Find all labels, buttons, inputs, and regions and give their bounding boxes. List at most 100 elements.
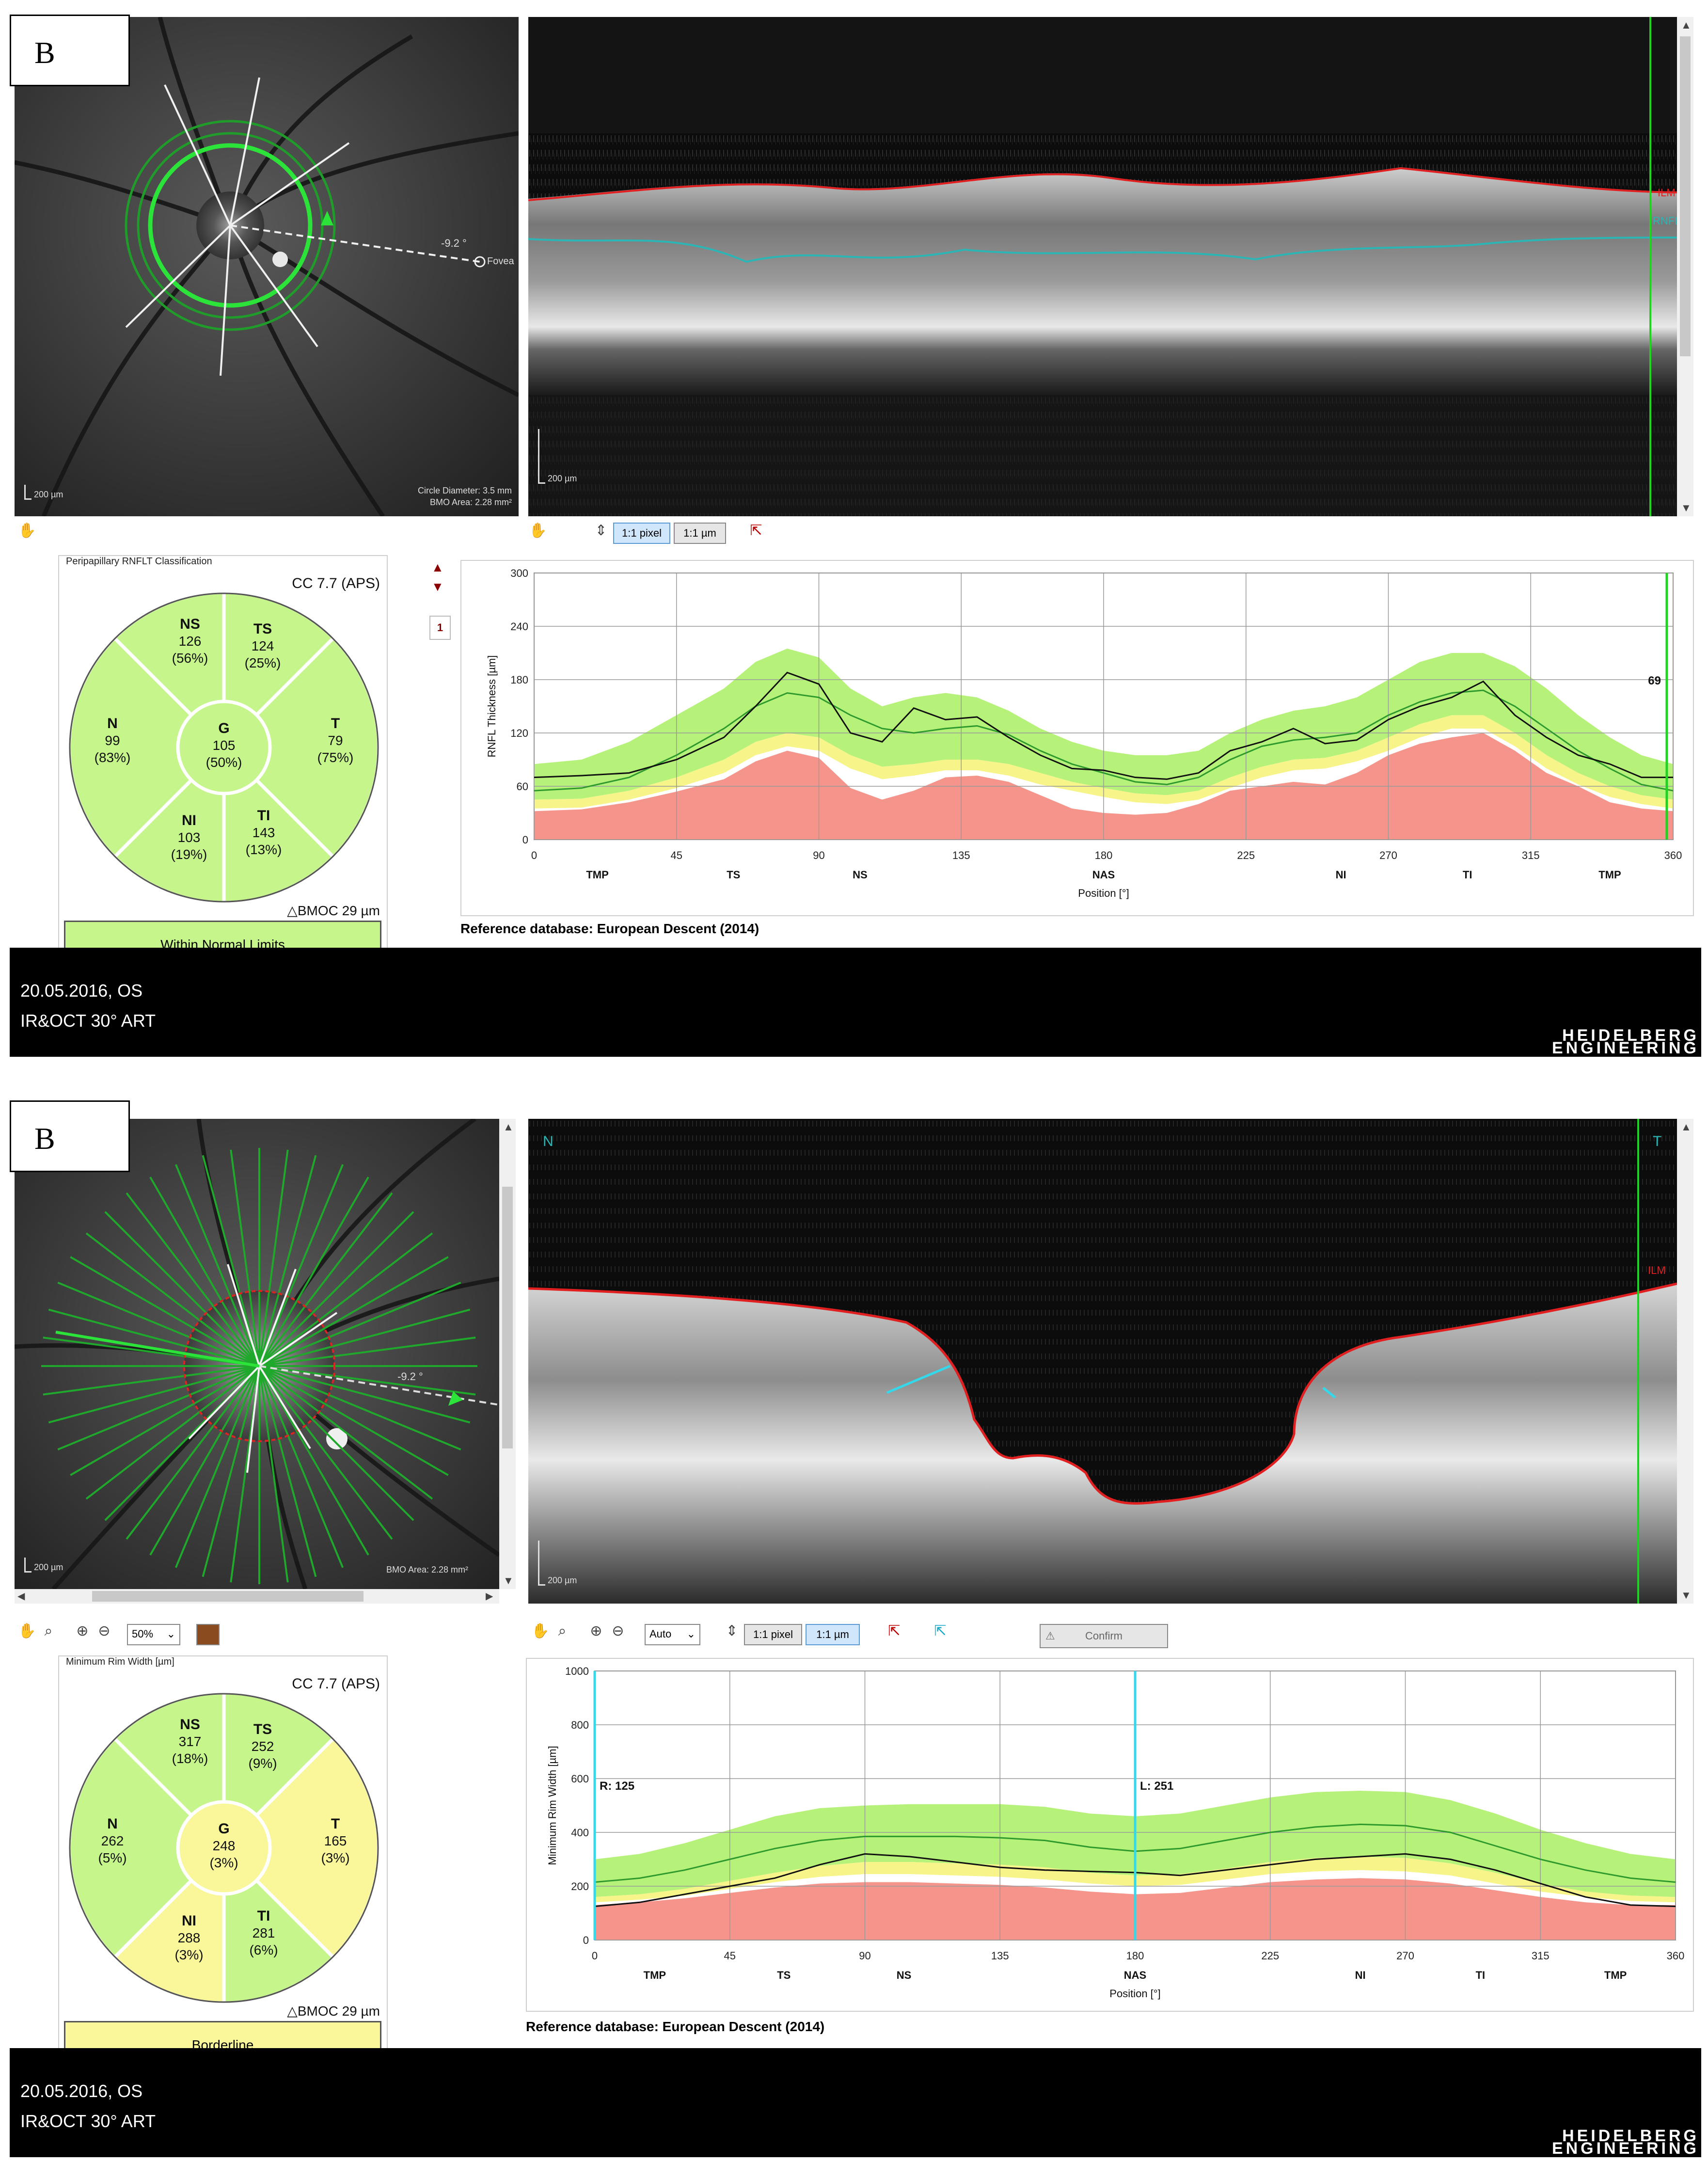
page-counter[interactable]: 1 <box>429 616 451 640</box>
pixel-scale-button-2[interactable]: 1:1 pixel <box>744 1624 802 1645</box>
svg-text:288: 288 <box>178 1930 201 1945</box>
zoom-in-icon[interactable]: ⊕ <box>76 1623 89 1639</box>
x-tick-label: 360 <box>1667 1950 1685 1962</box>
rnfl-label: RNFL <box>1653 215 1681 227</box>
zoom-select[interactable]: 50% ⌄ <box>127 1624 180 1645</box>
oct-vertical-scrollbar-2[interactable]: ▲ ▼ <box>1677 1119 1693 1604</box>
x-tick-label: 45 <box>724 1950 736 1962</box>
radial-scan-line <box>202 1366 260 1577</box>
y-tick-label: 180 <box>510 674 528 686</box>
y-tick-label: 120 <box>510 727 528 739</box>
fundus-info-2: BMO Area: 2.28 mm² <box>386 1565 468 1575</box>
fit-height-icon[interactable]: ⇕ <box>726 1623 738 1639</box>
sector-T: T 165 (3%) <box>321 1816 349 1865</box>
micron-scale-button-2[interactable]: 1:1 µm <box>806 1624 860 1645</box>
fundus-image-2[interactable]: 200 µm -9.2 ° BMO Area: 2.28 mm² <box>15 1119 499 1589</box>
svg-text:(6%): (6%) <box>249 1942 278 1957</box>
svg-text:165: 165 <box>324 1833 347 1848</box>
scroll-down-arrow-icon[interactable]: ▼ <box>503 1575 514 1587</box>
scroll-up-arrow-icon[interactable]: ▲ <box>503 1121 514 1133</box>
scroll-left-arrow-icon[interactable]: ◀ <box>17 1591 25 1602</box>
hand-tool-icon[interactable]: ✋ <box>18 1623 36 1639</box>
exam-mode-2: IR&OCT 30° ART <box>20 2111 156 2131</box>
hand-tool-icon-oct[interactable]: ✋ <box>529 523 547 539</box>
confirm-button[interactable]: ⚠ Confirm <box>1040 1624 1168 1648</box>
radial-scan-line <box>57 1281 260 1367</box>
oct-vertical-scrollbar[interactable]: ▲ ▼ <box>1677 17 1693 516</box>
scroll-thumb-h[interactable] <box>92 1591 364 1602</box>
radial-scan-line <box>259 1336 476 1367</box>
hand-tool-icon[interactable]: ✋ <box>18 523 36 539</box>
micron-scale-button[interactable]: 1:1 µm <box>674 523 726 544</box>
cursor-value: R: 125 <box>600 1780 634 1793</box>
y-tick-label: 200 <box>571 1880 589 1893</box>
svg-text:G: G <box>218 1821 229 1837</box>
radial-scan-line <box>259 1365 476 1396</box>
x-tick-label: 180 <box>1095 849 1113 861</box>
contrast-select[interactable]: Auto ⌄ <box>645 1624 700 1645</box>
hand-tool-icon-oct[interactable]: ✋ <box>531 1623 550 1639</box>
fovea-label: Fovea <box>487 256 514 267</box>
sector-wheel: NS 126 (56%) TS 124 (25%) N 99 (83%) G 1… <box>69 592 379 903</box>
ilm-label: ILM <box>1658 187 1676 199</box>
svg-text:143: 143 <box>253 825 275 840</box>
scroll-thumb[interactable] <box>502 1187 513 1448</box>
scroll-up-arrow-icon[interactable]: ▲ <box>1681 19 1692 31</box>
pixel-scale-button[interactable]: 1:1 pixel <box>613 523 670 544</box>
scroll-thumb[interactable] <box>1680 36 1691 356</box>
cursor-value: 69 <box>1648 674 1661 687</box>
svg-text:124: 124 <box>252 638 274 653</box>
region-label: TI <box>1463 869 1472 881</box>
region-label: TMP <box>644 1969 666 1981</box>
svg-text:(13%): (13%) <box>246 842 282 857</box>
scroll-down-arrow-icon[interactable]: ▼ <box>1681 1589 1692 1601</box>
scroll-up-arrow-icon[interactable]: ▲ <box>1681 1121 1692 1133</box>
fundus-horizontal-scrollbar[interactable]: ◀ ▶ <box>15 1589 499 1604</box>
zoom-out-icon-oct[interactable]: ⊖ <box>612 1623 624 1639</box>
scroll-down-arrow-icon[interactable]: ▼ <box>1681 502 1692 514</box>
x-axis-title: Position [°] <box>1078 887 1129 899</box>
svg-text:NI: NI <box>182 812 196 828</box>
radial-scan-line <box>258 1177 369 1367</box>
fundus-vertical-scrollbar[interactable]: ▲ ▼ <box>499 1119 516 1589</box>
fundus-info: Circle Diameter: 3.5 mm BMO Area: 2.28 m… <box>417 486 512 507</box>
svg-text:TS: TS <box>253 1721 272 1737</box>
svg-text:248: 248 <box>213 1838 236 1853</box>
radial-scan-line <box>258 1365 433 1500</box>
next-arrow-icon[interactable]: ▼ <box>431 579 444 594</box>
oct-bscan[interactable]: ILM RNFL 200 µm <box>528 17 1684 516</box>
measure-tool-icon[interactable]: ⇱ <box>750 523 762 539</box>
zoom-in-icon-oct[interactable]: ⊕ <box>590 1623 602 1639</box>
x-tick-label: 90 <box>813 849 824 861</box>
ilm-label-2: ILM <box>1648 1264 1666 1276</box>
x-tick-label: 225 <box>1237 849 1255 861</box>
radial-scan-line <box>57 1365 260 1451</box>
fundus-image[interactable]: 200 µm -9.2 ° Fovea Circle Diameter: 3.5… <box>15 17 519 516</box>
svg-text:252: 252 <box>252 1739 274 1754</box>
oct-bscan-2[interactable]: N T ILM 200 µm <box>528 1119 1677 1604</box>
zoom-out-icon[interactable]: ⊖ <box>98 1623 111 1639</box>
x-tick-label: 270 <box>1379 849 1397 861</box>
panel-label-2: B <box>10 1100 130 1172</box>
measure-tool-icon[interactable]: ⇱ <box>888 1623 901 1639</box>
radial-scan-line <box>126 1192 260 1367</box>
previous-arrow-icon[interactable]: ▲ <box>431 560 444 574</box>
image-adjust-icon[interactable] <box>196 1624 220 1645</box>
region-label: TMP <box>1598 869 1621 881</box>
x-tick-label: 0 <box>531 849 537 861</box>
svg-text:(50%): (50%) <box>206 755 242 770</box>
svg-text:99: 99 <box>105 733 120 748</box>
magnifier-icon-oct[interactable]: ⌕ <box>558 1623 567 1639</box>
edit-segmentation-icon[interactable]: ⇱ <box>934 1623 947 1639</box>
fit-height-icon[interactable]: ⇕ <box>595 523 607 539</box>
heidelberg-logo-2: HEIDELBERG ENGINEERING <box>1551 2127 1699 2158</box>
magnifier-icon[interactable]: ⌕ <box>44 1623 53 1639</box>
x-tick-label: 225 <box>1261 1950 1279 1962</box>
sector-N: N 262 (5%) <box>98 1816 127 1865</box>
sector-N: N 99 (83%) <box>95 716 131 765</box>
radial-scan-line <box>174 1366 260 1568</box>
y-tick-label: 800 <box>571 1719 589 1731</box>
exam-date-2: 20.05.2016, OS <box>20 2081 143 2101</box>
sector-G: G 105 (50%) <box>206 720 242 770</box>
scroll-right-arrow-icon[interactable]: ▶ <box>486 1591 493 1602</box>
